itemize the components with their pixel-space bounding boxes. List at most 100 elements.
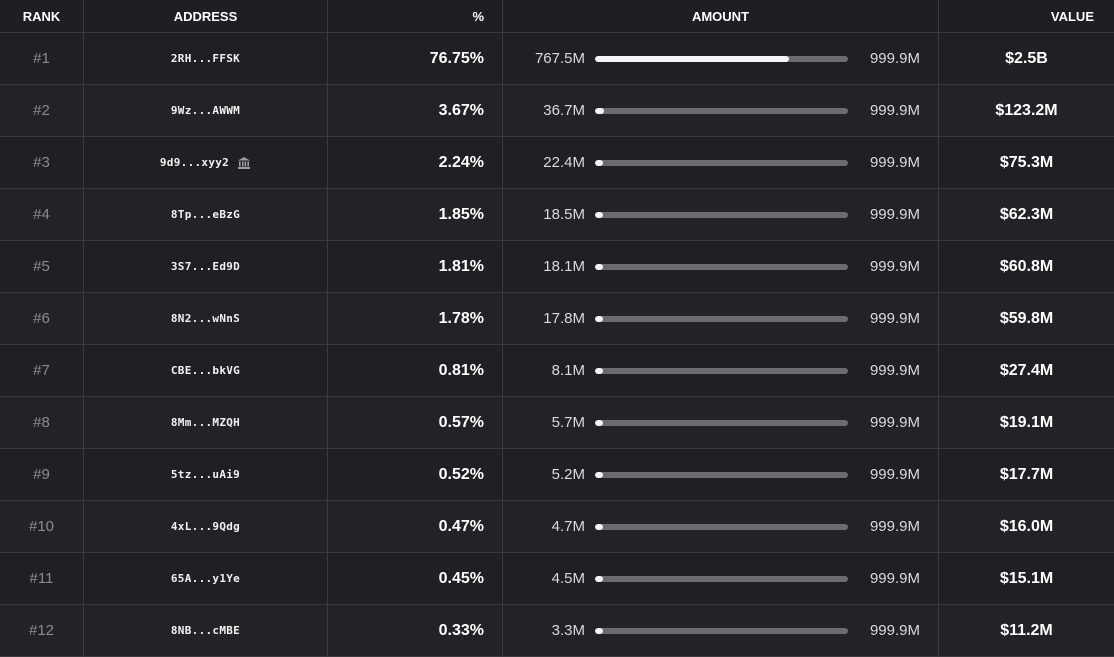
table-row[interactable]: #2 9Wz...AWWM 3.67% 36.7M 999.9M $123.2M <box>0 85 1114 137</box>
rank-label: #8 <box>33 414 50 431</box>
amount-bar-group: 767.5M 999.9M <box>503 50 938 67</box>
amount-bar-fill <box>595 315 603 322</box>
address-cell: 8N2...wNnS <box>84 293 328 344</box>
table-row[interactable]: #10 4xL...9Qdg 0.47% 4.7M 999.9M $16.0M <box>0 501 1114 553</box>
amount-bar-track <box>595 523 848 530</box>
amount-bar-fill <box>595 159 603 166</box>
address-link[interactable]: 9d9...xyy2 <box>159 156 230 169</box>
rank-cell: #8 <box>0 397 84 448</box>
amount-bar-group: 5.7M 999.9M <box>503 414 938 431</box>
address-link[interactable]: 3S7...Ed9D <box>170 260 241 273</box>
percent-value: 1.81% <box>438 257 484 275</box>
header-value[interactable]: VALUE <box>1050 8 1094 24</box>
amount-bar-track <box>595 575 848 582</box>
amount-bar-group: 3.3M 999.9M <box>503 622 938 639</box>
total-supply-value: 999.9M <box>869 622 920 639</box>
address-cell: 4xL...9Qdg <box>84 501 328 552</box>
address-link[interactable]: 8NB...cMBE <box>170 624 241 637</box>
address-link[interactable]: CBE...bkVG <box>170 364 241 377</box>
total-supply-value: 999.9M <box>869 310 920 327</box>
usd-value: $17.7M <box>999 465 1054 483</box>
address-link[interactable]: 8Tp...eBzG <box>170 208 241 221</box>
table-row[interactable]: #1 2RH...FFSK 76.75% 767.5M 999.9M $2.5B <box>0 33 1114 85</box>
percent-value: 0.33% <box>438 621 484 639</box>
value-cell: $17.7M <box>939 449 1114 500</box>
amount-value: 18.5M <box>543 206 585 223</box>
address-link[interactable]: 8Mm...MZQH <box>170 416 241 429</box>
address-link[interactable]: 2RH...FFSK <box>170 52 241 65</box>
rank-label: #1 <box>33 50 50 67</box>
table-row[interactable]: #7 CBE...bkVG 0.81% 8.1M 999.9M $27.4M <box>0 345 1114 397</box>
amount-cell: 18.1M 999.9M <box>503 241 939 292</box>
bank-icon <box>238 156 251 169</box>
table-row[interactable]: #3 9d9...xyy2 2.24% 22.4M 999.9M $75.3M <box>0 137 1114 189</box>
usd-value: $27.4M <box>999 361 1054 379</box>
table-row[interactable]: #12 8NB...cMBE 0.33% 3.3M 999.9M $11.2M <box>0 605 1114 657</box>
address-cell: 9Wz...AWWM <box>84 85 328 136</box>
value-cell: $15.1M <box>939 553 1114 604</box>
amount-bar-track <box>595 263 848 270</box>
rank-cell: #4 <box>0 189 84 240</box>
usd-value: $60.8M <box>999 257 1054 275</box>
address-link[interactable]: 8N2...wNnS <box>170 312 241 325</box>
amount-cell: 4.5M 999.9M <box>503 553 939 604</box>
address-link[interactable]: 5tz...uAi9 <box>170 468 241 481</box>
rank-label: #11 <box>29 570 54 587</box>
header-amount[interactable]: AMOUNT <box>503 0 939 32</box>
amount-cell: 767.5M 999.9M <box>503 33 939 84</box>
address-link[interactable]: 65A...y1Ye <box>170 572 241 585</box>
rank-cell: #7 <box>0 345 84 396</box>
amount-cell: 17.8M 999.9M <box>503 293 939 344</box>
header-percent[interactable]: % <box>328 0 503 32</box>
amount-value: 4.7M <box>551 518 585 535</box>
amount-cell: 36.7M 999.9M <box>503 85 939 136</box>
amount-bar-fill <box>595 211 603 218</box>
table-body: #1 2RH...FFSK 76.75% 767.5M 999.9M $2.5B… <box>0 33 1114 657</box>
address-cell: 8NB...cMBE <box>84 605 328 656</box>
amount-bar-group: 8.1M 999.9M <box>503 362 938 379</box>
percent-cell: 3.67% <box>328 85 503 136</box>
table-row[interactable]: #6 8N2...wNnS 1.78% 17.8M 999.9M $59.8M <box>0 293 1114 345</box>
address-cell: CBE...bkVG <box>84 345 328 396</box>
percent-cell: 76.75% <box>328 33 503 84</box>
percent-cell: 0.52% <box>328 449 503 500</box>
amount-value: 5.7M <box>551 414 585 431</box>
total-supply-value: 999.9M <box>869 466 920 483</box>
percent-value: 1.78% <box>438 309 484 327</box>
amount-cell: 3.3M 999.9M <box>503 605 939 656</box>
address-cell: 9d9...xyy2 <box>84 137 328 188</box>
percent-value: 0.52% <box>438 465 484 483</box>
percent-value: 0.47% <box>438 517 484 535</box>
header-address[interactable]: ADDRESS <box>84 0 328 32</box>
value-cell: $60.8M <box>939 241 1114 292</box>
usd-value: $123.2M <box>995 101 1058 119</box>
table-row[interactable]: #9 5tz...uAi9 0.52% 5.2M 999.9M $17.7M <box>0 449 1114 501</box>
value-cell: $59.8M <box>939 293 1114 344</box>
percent-cell: 1.78% <box>328 293 503 344</box>
table-row[interactable]: #11 65A...y1Ye 0.45% 4.5M 999.9M $15.1M <box>0 553 1114 605</box>
amount-bar-fill <box>595 471 603 478</box>
amount-value: 17.8M <box>543 310 585 327</box>
total-supply-value: 999.9M <box>869 206 920 223</box>
amount-value: 767.5M <box>534 50 585 67</box>
table-row[interactable]: #5 3S7...Ed9D 1.81% 18.1M 999.9M $60.8M <box>0 241 1114 293</box>
usd-value: $75.3M <box>999 153 1054 171</box>
percent-cell: 1.81% <box>328 241 503 292</box>
amount-value: 36.7M <box>543 102 585 119</box>
header-rank[interactable]: RANK <box>0 0 84 32</box>
value-cell: $62.3M <box>939 189 1114 240</box>
rank-label: #7 <box>33 362 50 379</box>
address-cell: 8Mm...MZQH <box>84 397 328 448</box>
rank-label: #5 <box>33 258 50 275</box>
amount-bar-track <box>595 315 848 322</box>
rank-label: #3 <box>33 154 50 171</box>
total-supply-value: 999.9M <box>869 102 920 119</box>
table-row[interactable]: #4 8Tp...eBzG 1.85% 18.5M 999.9M $62.3M <box>0 189 1114 241</box>
percent-cell: 0.45% <box>328 553 503 604</box>
address-link[interactable]: 9Wz...AWWM <box>170 104 241 117</box>
table-row[interactable]: #8 8Mm...MZQH 0.57% 5.7M 999.9M $19.1M <box>0 397 1114 449</box>
address-link[interactable]: 4xL...9Qdg <box>170 520 241 533</box>
rank-label: #4 <box>33 206 50 223</box>
percent-value: 0.45% <box>438 569 484 587</box>
